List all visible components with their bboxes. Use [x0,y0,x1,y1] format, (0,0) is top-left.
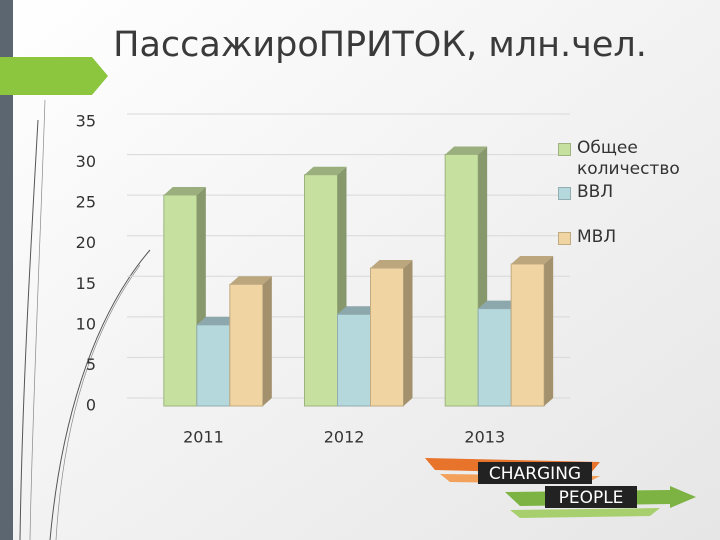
logo-box [478,462,592,484]
bar-top [511,256,554,264]
bar-front [370,267,404,407]
logo: CHARGING PEOPLE [425,458,696,518]
deco-line [19,119,39,540]
logo-text: PEOPLE [559,488,624,508]
bar-front [304,174,338,407]
deco-line [49,249,151,540]
legend: Общее количество ВВЛ МВЛ [558,138,708,250]
bar-top [304,166,347,175]
bar-side [544,256,554,406]
legend-swatch [558,187,571,200]
chart-title: ПассажироПРИТОК, млн.чел. [113,25,647,65]
legend-item: МВЛ [558,227,708,248]
bar-front [229,283,264,407]
legend-label: МВЛ [577,227,617,247]
legend-item: ВВЛ [558,182,708,203]
legend-label: ВВЛ [577,182,614,202]
logo-arrow [510,508,660,518]
bar [477,300,521,407]
bar [229,276,272,407]
side-strip [0,0,13,540]
deco-line [55,264,141,540]
bar-front [163,194,198,407]
y-tick-label: 0 [86,396,96,415]
y-tick-label: 30 [76,152,96,171]
y-tick-label: 10 [76,314,96,333]
bar-top [196,316,239,325]
y-tick-label: 5 [86,355,96,374]
bar-top [445,146,488,155]
legend-item: Общее количество [558,138,708,180]
legend-swatch [558,143,571,156]
logo-text: CHARGING [489,464,581,484]
bar-top [478,300,521,309]
bar-top [337,306,380,315]
y-tick-label: 25 [76,193,96,212]
plot: 0 5 10 15 20 25 30 35 2011 2012 2013 [76,112,570,447]
x-tick-label: 2013 [464,428,505,447]
deco-line [29,99,46,540]
y-tick-label: 35 [76,112,96,131]
bar-front [510,263,545,407]
bar-front [444,153,479,407]
bar-side [403,260,413,406]
bar-front [477,308,512,407]
legend-label: Общее количество [577,138,680,179]
bar-top [229,276,272,285]
bar [370,260,413,407]
bar-front [337,313,371,407]
bar-front [196,324,231,407]
legend-swatch [558,232,571,245]
logo-box [545,486,637,508]
bar-top [370,260,413,269]
y-tick-label: 20 [76,233,96,252]
y-tick-label: 15 [76,274,96,293]
bar-top [163,187,206,196]
x-tick-label: 2012 [324,428,365,447]
title-tab [0,57,108,95]
bar [304,166,347,407]
bar-side [262,276,272,406]
x-tick-label: 2011 [183,428,224,447]
bar [510,256,554,407]
